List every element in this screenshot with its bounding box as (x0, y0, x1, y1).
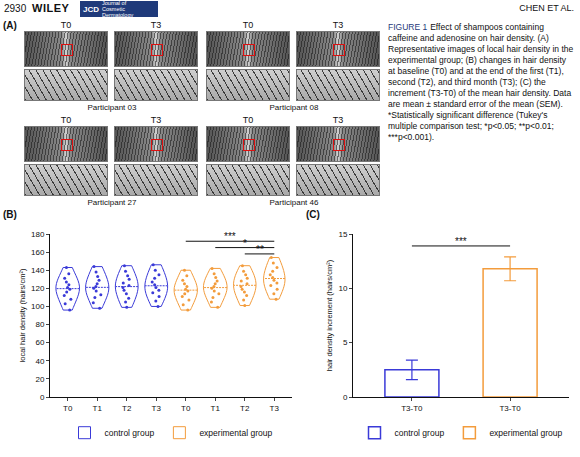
html-text:T0: T0 (60, 20, 72, 30)
html-text:T3: T3 (150, 115, 162, 125)
html-text:Journal of Cosmetic Dermatolog: Journal of Cosmetic Dermatology (102, 0, 134, 18)
svg-text:160: 160 (31, 248, 45, 257)
svg-text:0: 0 (40, 393, 45, 402)
svg-text:15: 15 (338, 230, 347, 239)
svg-text:T1: T1 (211, 404, 221, 413)
svg-text:20: 20 (35, 375, 44, 384)
svg-text:*: * (243, 238, 247, 249)
html-text:Participant 46: Participant 46 (269, 198, 319, 207)
svg-text:10: 10 (338, 284, 347, 293)
html-text:JCD: JCD (83, 4, 99, 14)
html-text:Participant 08: Participant 08 (269, 103, 319, 112)
svg-text:120: 120 (31, 284, 45, 293)
svg-text:T2: T2 (122, 404, 132, 413)
html-text:T0: T0 (242, 115, 254, 125)
svg-text:60: 60 (35, 338, 44, 347)
html-text:(B): (B) (3, 209, 17, 220)
html-text:Participant 27: Participant 27 (87, 198, 137, 207)
html-text:Participant 03: Participant 03 (87, 103, 137, 112)
svg-text:T2: T2 (240, 404, 250, 413)
html-text:WILEY: WILEY (32, 2, 70, 14)
svg-text:control group: control group (395, 428, 445, 438)
svg-text:experimental group: experimental group (199, 428, 272, 438)
svg-text:***: *** (224, 231, 236, 242)
svg-text:T3: T3 (270, 404, 280, 413)
svg-text:100: 100 (31, 302, 45, 311)
svg-text:experimental group: experimental group (489, 428, 562, 438)
html-text:T3: T3 (332, 115, 344, 125)
svg-text:T1: T1 (93, 404, 103, 413)
svg-text:0: 0 (343, 393, 348, 402)
svg-text:T0: T0 (181, 404, 191, 413)
html-text:(C): (C) (306, 209, 320, 220)
html-text:T3: T3 (332, 20, 344, 30)
svg-text:control group: control group (105, 428, 155, 438)
svg-text:140: 140 (31, 266, 45, 275)
svg-text:**: ** (256, 244, 264, 255)
html-text:T0: T0 (242, 20, 254, 30)
svg-text:T3-T0: T3-T0 (499, 404, 521, 413)
svg-text:***: *** (455, 236, 467, 247)
svg-text:hair density increment (hairs/: hair density increment (hairs/cm²) (325, 259, 334, 371)
html-text:T0: T0 (60, 115, 72, 125)
svg-text:180: 180 (31, 230, 45, 239)
svg-text:T3: T3 (152, 404, 162, 413)
html-text:FIGURE 1 Effect of shampoos co: FIGURE 1 Effect of shampoos containing c… (388, 22, 574, 142)
html-text:T3: T3 (150, 20, 162, 30)
svg-text:T0: T0 (63, 404, 73, 413)
svg-text:T3-T0: T3-T0 (401, 404, 423, 413)
svg-text:local hair density (hairs/cm²): local hair density (hairs/cm²) (18, 268, 27, 362)
svg-text:80: 80 (35, 320, 44, 329)
html-text:2930: 2930 (4, 3, 27, 14)
svg-text:5: 5 (343, 338, 348, 347)
html-text:CHEN ET AL.: CHEN ET AL. (519, 3, 574, 13)
svg-text:40: 40 (35, 357, 44, 366)
html-text:(A): (A) (3, 20, 17, 31)
